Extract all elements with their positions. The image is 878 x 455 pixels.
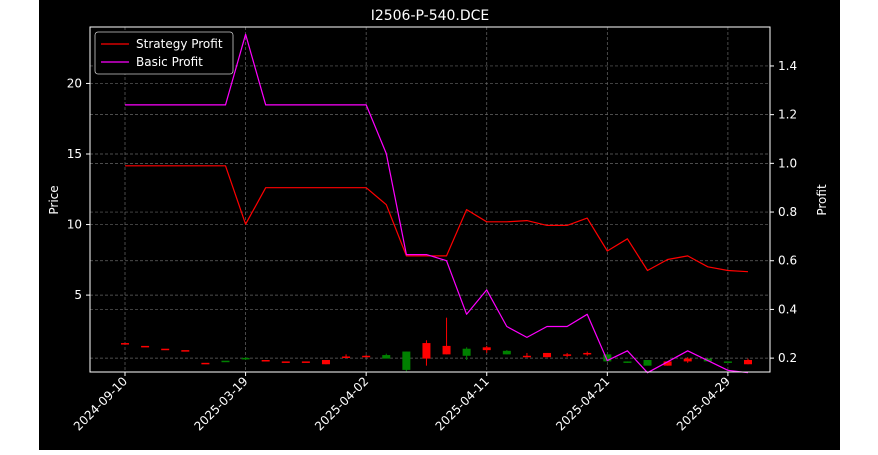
- candle-body: [502, 350, 511, 355]
- y-right-tick-label: 1.4: [778, 59, 797, 73]
- candle-body: [181, 350, 190, 352]
- candle-body: [321, 360, 330, 365]
- candle-body: [221, 360, 230, 363]
- y-right-tick-label: 1.0: [778, 156, 797, 170]
- profit-lines: [125, 33, 749, 374]
- y-axis-right-label: Profit: [815, 184, 829, 216]
- plot-frame: [89, 26, 771, 373]
- candle-body: [522, 355, 531, 358]
- grid: [90, 27, 770, 372]
- candle-body: [141, 345, 150, 348]
- y-right-tick-label: 0.4: [778, 302, 797, 316]
- candle-body: [342, 356, 351, 358]
- legend-label-strategy: Strategy Profit: [136, 37, 223, 51]
- candle-body: [121, 343, 129, 345]
- legend-box: [94, 31, 234, 75]
- x-tick-label: 2024-09-10: [71, 374, 130, 433]
- candle-body: [563, 354, 572, 356]
- y-right-tick-label: 0.2: [778, 351, 797, 365]
- y-left-tick-label: 15: [67, 147, 82, 161]
- x-tick-label: 2025-04-11: [433, 374, 492, 433]
- candle-body: [281, 361, 290, 363]
- legend: Strategy Profit Basic Profit: [94, 31, 234, 75]
- candle-body: [382, 355, 391, 359]
- candle-body: [623, 361, 632, 363]
- candle-body: [462, 348, 471, 356]
- y-axis-right: 0.2 0.4 0.6 0.8 1.0 1.2 1.4: [770, 59, 797, 365]
- candle-body: [683, 358, 692, 362]
- candle-body: [643, 360, 652, 366]
- y-axis-left: 5 10 15 20: [67, 76, 90, 302]
- chart-svg: 2024-09-10 2025-03-19 2025-04-02 2025-04-11…: [47, 8, 829, 433]
- y-right-tick-label: 0.6: [778, 254, 797, 268]
- chart-figure: 2024-09-10 2025-03-19 2025-04-02 2025-04-11…: [39, 0, 840, 450]
- candle-body: [482, 347, 491, 351]
- x-tick-label: 2025-04-02: [312, 374, 371, 433]
- strategy-profit-line: [125, 165, 749, 273]
- candle-body: [261, 360, 270, 362]
- candle-body: [161, 348, 170, 351]
- y-left-tick-label: 5: [74, 288, 82, 302]
- candle-body: [663, 361, 672, 366]
- y-left-tick-label: 10: [67, 218, 82, 232]
- candle-body: [362, 355, 371, 358]
- candle-body: [301, 361, 310, 363]
- chart-title: I2506-P-540.DCE: [371, 8, 490, 24]
- candle-body: [723, 361, 732, 363]
- x-tick-label: 2025-03-19: [191, 374, 250, 433]
- y-right-tick-label: 1.2: [778, 108, 797, 122]
- x-tick-label: 2025-04-29: [674, 374, 733, 433]
- candle-body: [402, 351, 411, 370]
- candle-body: [603, 354, 612, 362]
- candle-body: [583, 352, 592, 355]
- legend-label-basic: Basic Profit: [136, 55, 203, 69]
- x-tick-label: 2025-04-21: [553, 374, 612, 433]
- candle-body: [201, 362, 210, 365]
- y-right-tick-label: 0.8: [778, 205, 797, 219]
- basic-profit-line: [125, 33, 749, 374]
- y-left-tick-label: 20: [67, 76, 82, 90]
- x-axis: 2024-09-10 2025-03-19 2025-04-02 2025-04-11…: [71, 372, 733, 433]
- candle-body: [744, 360, 752, 365]
- candle-body: [241, 357, 250, 360]
- candlesticks: [121, 317, 752, 372]
- candle-body: [543, 352, 552, 358]
- y-axis-left-label: Price: [47, 185, 61, 214]
- candle-body: [422, 343, 431, 359]
- candle-body: [442, 345, 451, 355]
